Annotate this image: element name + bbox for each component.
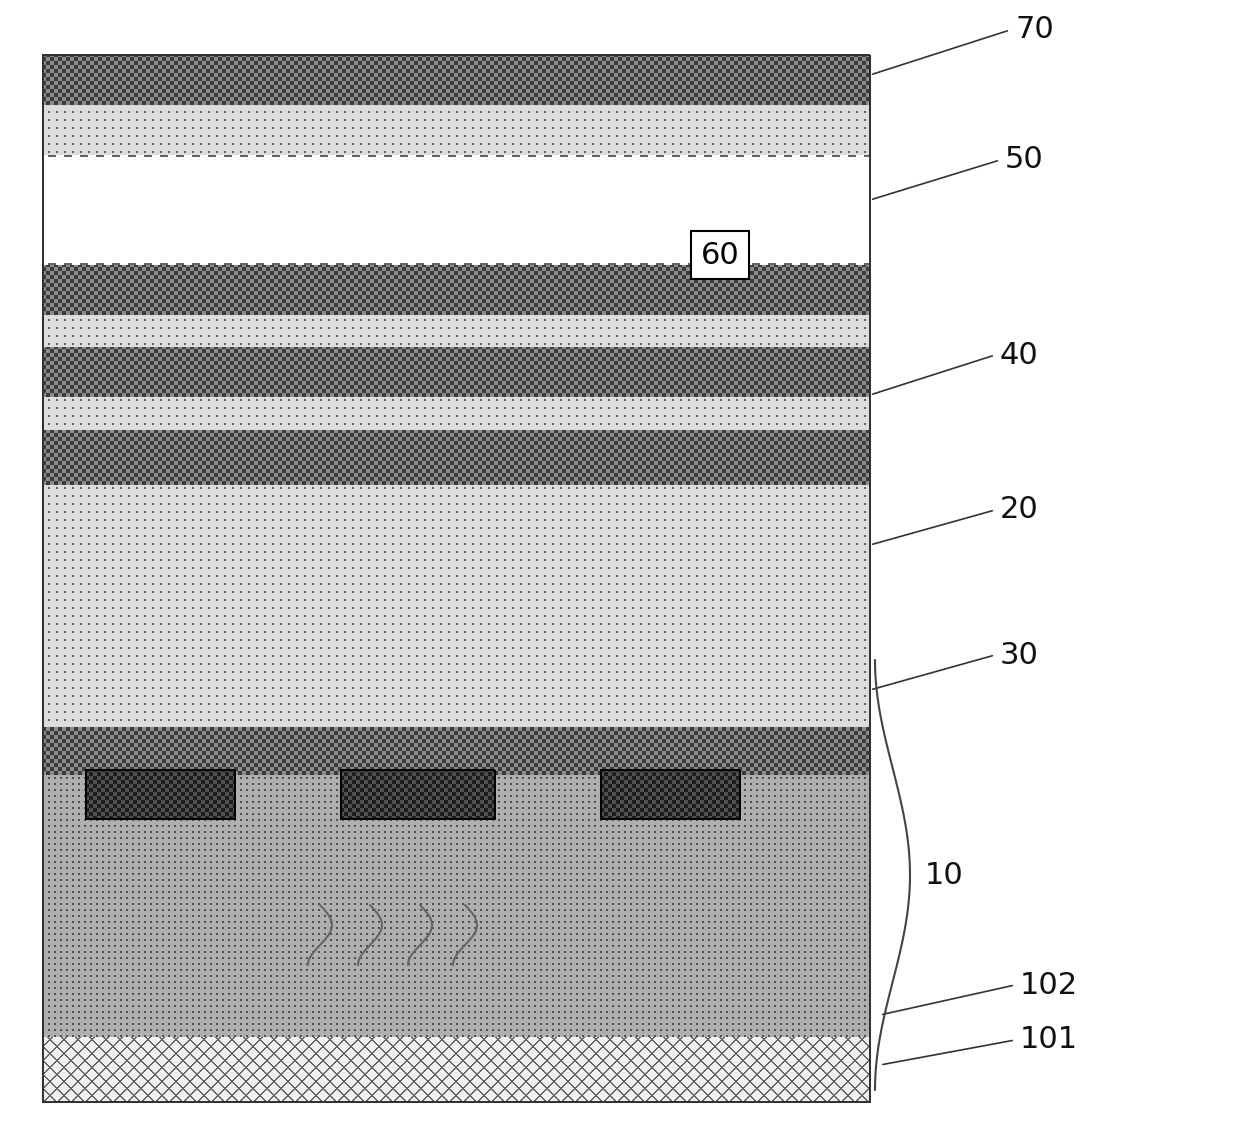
Text: 10: 10 xyxy=(925,861,963,890)
Text: 102: 102 xyxy=(1021,971,1078,1000)
Text: 60: 60 xyxy=(701,240,739,269)
Text: 101: 101 xyxy=(1021,1026,1078,1055)
Text: 20: 20 xyxy=(999,496,1039,524)
Text: 70: 70 xyxy=(1016,16,1054,45)
Text: 50: 50 xyxy=(1004,145,1044,174)
Text: 30: 30 xyxy=(999,640,1039,670)
Text: 40: 40 xyxy=(999,340,1039,370)
